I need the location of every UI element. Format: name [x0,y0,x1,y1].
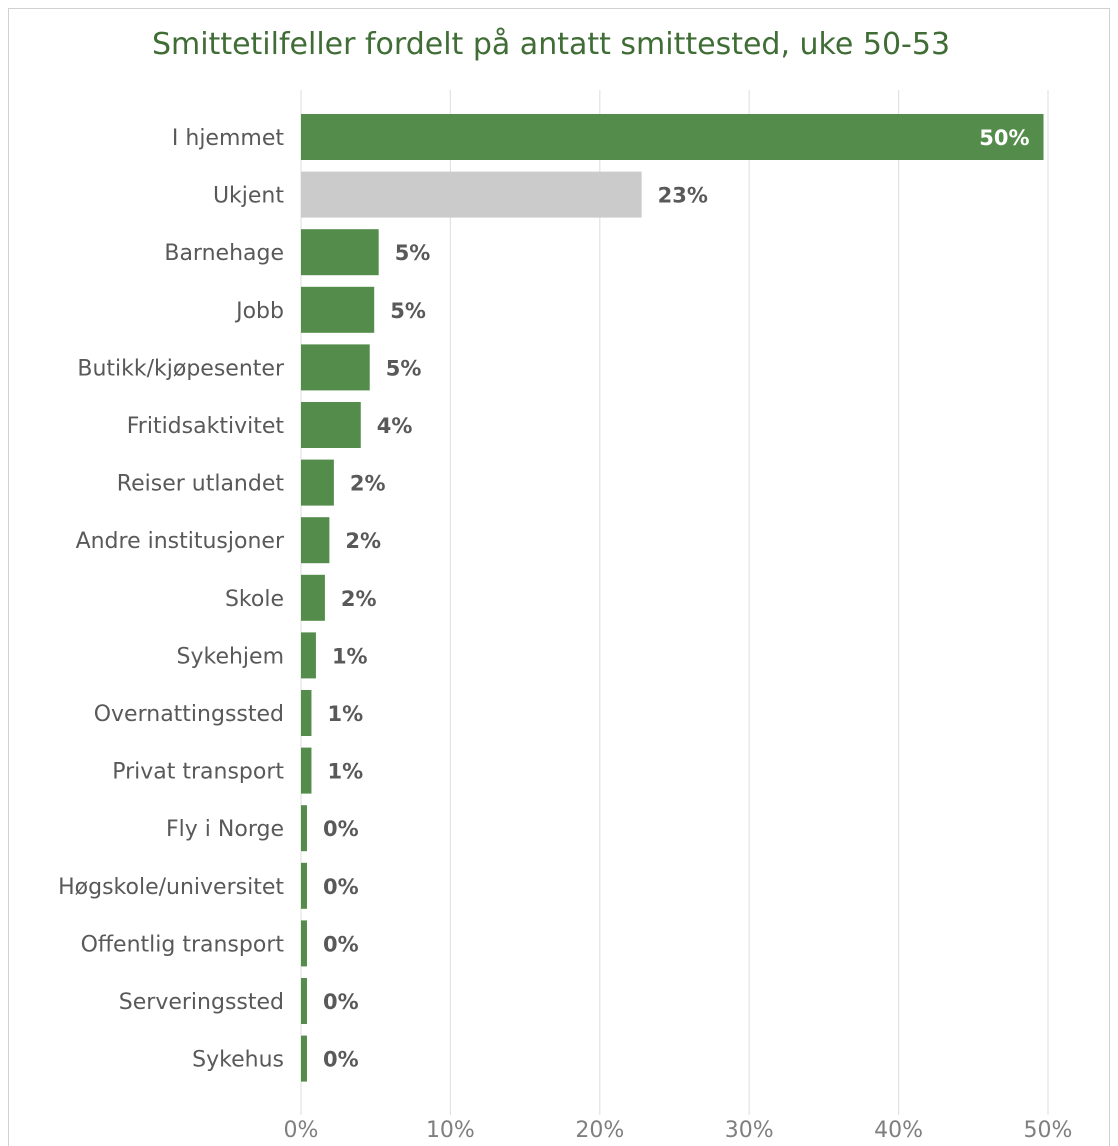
gridlines [300,90,1049,1115]
bar-4 [301,344,370,391]
data-labels: 50% 23% 5% 5% 5% 4% 2% 2% 2% 1% 1% 1% 0% 0% 0% 0% 0% [323,126,1030,1072]
category-labels: I hjemmet Ukjent Barnehage Jobb Butikk/kjøpe… [58,126,285,1073]
data-label-15: 0% [323,990,359,1014]
bar-14 [301,920,307,967]
category-label-16: Sykehus [192,1048,284,1073]
category-label-14: Offentlig transport [81,932,285,957]
category-label-13: Høgskole/universitet [58,875,284,900]
category-label-6: Reiser utlandet [117,472,285,497]
bar-5 [301,402,361,448]
category-label-9: Sykehjem [177,644,285,669]
category-label-1: Ukjent [213,184,284,209]
data-label-12: 0% [323,817,359,841]
data-label-14: 0% [323,932,359,956]
category-label-12: Fly i Norge [166,817,284,842]
data-label-10: 1% [327,702,363,726]
bar-0 [301,114,1044,160]
data-label-7: 2% [345,529,381,553]
bar-13 [301,862,307,909]
x-axis-ticks: 0% 10% 20% 30% 40% 50% [284,1118,1073,1143]
x-tick-label-1: 10% [426,1118,475,1143]
data-label-16: 0% [323,1048,359,1072]
data-label-9: 1% [332,644,368,668]
bar-16 [301,1035,307,1082]
bar-15 [301,978,307,1024]
category-label-4: Butikk/kjøpesenter [77,356,285,381]
data-label-4: 5% [386,356,422,380]
category-label-0: I hjemmet [172,126,284,151]
category-label-15: Serveringssted [119,990,284,1015]
category-label-2: Barnehage [164,241,284,266]
bar-1 [301,171,642,218]
data-label-2: 5% [395,241,431,265]
category-label-7: Andre institusjoner [76,529,285,554]
bar-10 [301,690,312,736]
bar-7 [301,517,330,564]
category-label-8: Skole [225,587,284,612]
x-tick-label-0: 0% [284,1118,319,1143]
x-tick-label-5: 50% [1024,1118,1073,1143]
category-label-3: Jobb [234,299,284,324]
bar-8 [301,574,325,621]
data-label-11: 1% [327,760,363,784]
data-label-3: 5% [390,299,426,323]
x-tick-label-2: 20% [575,1118,624,1143]
bar-2 [301,229,379,276]
data-label-5: 4% [377,414,413,438]
category-label-5: Fritidsaktivitet [127,414,285,439]
bar-12 [301,805,307,852]
x-tick-label-3: 30% [725,1118,774,1143]
data-label-13: 0% [323,875,359,899]
chart-title: Smittetilfeller fordelt på antatt smitte… [151,27,951,62]
bar-9 [301,632,316,679]
category-label-11: Privat transport [112,760,284,785]
data-label-0: 50% [979,126,1029,150]
data-label-1: 23% [658,184,708,208]
bars [301,114,1044,1082]
data-label-8: 2% [341,587,377,611]
x-tick-label-4: 40% [874,1118,923,1143]
data-label-6: 2% [350,472,386,496]
bar-6 [301,459,334,506]
bar-3 [301,286,375,333]
bar-11 [301,747,312,794]
category-label-10: Overnattingssted [94,702,284,727]
